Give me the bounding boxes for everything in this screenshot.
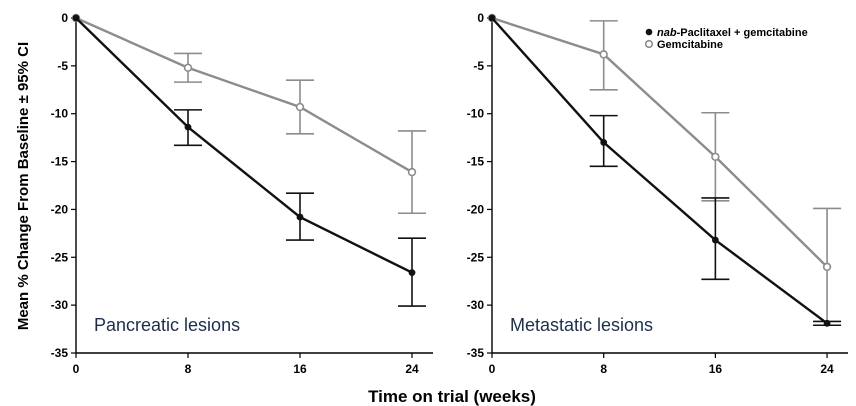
series-line-nab-paclitaxel — [75, 17, 413, 274]
y-tick-label-pancreatic: -30 — [51, 298, 69, 312]
series-line-gemcitabine — [491, 16, 828, 268]
x-tick-label-pancreatic: 0 — [73, 362, 80, 376]
x-tick-label-pancreatic: 8 — [185, 362, 192, 376]
panel-title-pancreatic: Pancreatic lesions — [94, 315, 240, 335]
data-point-nab-paclitaxel — [600, 139, 608, 146]
x-tick-label-metastatic: 0 — [489, 362, 496, 376]
data-point-nab-paclitaxel — [408, 269, 416, 276]
y-tick-label-metastatic: -20 — [467, 202, 485, 216]
x-axis-label: Time on trial (weeks) — [368, 387, 536, 406]
y-tick-label-metastatic: -35 — [467, 346, 485, 360]
x-tick-label-metastatic: 24 — [820, 362, 834, 376]
x-tick-label-pancreatic: 16 — [293, 362, 307, 376]
y-tick-label-pancreatic: -25 — [51, 250, 69, 264]
y-tick-label-pancreatic: -5 — [57, 59, 68, 73]
data-point-gemcitabine — [822, 262, 832, 272]
pancreatic-lesions-panel: Pancreatic lesions 0 -5 -10 -15 -20 -25 -30 -35… — [51, 11, 433, 376]
y-tick-label-pancreatic: -10 — [51, 107, 69, 121]
data-point-gemcitabine — [183, 63, 193, 72]
y-tick-label-metastatic: 0 — [477, 11, 484, 25]
y-tick-label-pancreatic: -20 — [51, 202, 69, 216]
x-tick-label-metastatic: 8 — [600, 362, 607, 376]
y-tick-label-metastatic: -30 — [467, 298, 485, 312]
data-point-nab-paclitaxel — [296, 213, 304, 221]
y-tick-label-metastatic: -25 — [467, 250, 485, 264]
y-tick-label-metastatic: -5 — [473, 59, 484, 73]
data-point-nab-paclitaxel — [823, 319, 831, 327]
y-tick-label-pancreatic: -35 — [51, 346, 69, 360]
y-tick-label-pancreatic: -15 — [51, 155, 69, 169]
data-point-gemcitabine — [407, 167, 417, 177]
data-point-gemcitabine — [599, 50, 608, 59]
data-point-gemcitabine — [295, 102, 305, 112]
data-point-nab-paclitaxel — [184, 123, 192, 131]
legend-label-nab-paclitaxel: nab-Paclitaxel + gemcitabine — [657, 27, 808, 39]
data-point-nab-paclitaxel — [488, 14, 496, 22]
metastatic-lesions-panel: Metastatic lesions 0 -5 -10 -15 -20 -25 -30 -35… — [467, 11, 848, 376]
x-tick-label-pancreatic: 24 — [405, 362, 419, 376]
y-tick-label-pancreatic: 0 — [61, 11, 68, 25]
y-tick-label-metastatic: -15 — [467, 155, 485, 169]
data-point-nab-paclitaxel — [711, 236, 719, 244]
y-axis-label: Mean % Change From Baseline ± 95% CI — [15, 42, 32, 330]
data-point-nab-paclitaxel — [72, 14, 80, 22]
legend-marker-gemcitabine — [644, 39, 654, 49]
legend-label-gemcitabine: Gemcitabine — [657, 39, 723, 51]
legend-marker-nab-paclitaxel — [645, 28, 653, 36]
legend: nab-Paclitaxel + gemcitabine Gemcitabine — [644, 27, 808, 51]
y-tick-label-metastatic: -10 — [467, 107, 485, 121]
series-line-gemcitabine — [75, 16, 413, 174]
data-point-gemcitabine — [711, 152, 720, 161]
panel-title-metastatic: Metastatic lesions — [510, 315, 653, 335]
series-line-nab-paclitaxel — [491, 17, 828, 325]
x-tick-label-metastatic: 16 — [709, 362, 723, 376]
